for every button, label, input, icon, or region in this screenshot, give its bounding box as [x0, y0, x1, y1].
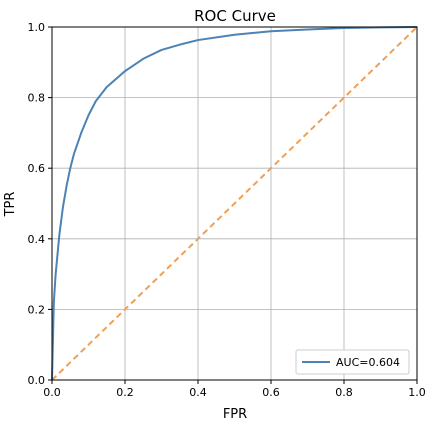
x-tick-label: 0.4: [189, 386, 207, 399]
y-tick-label: 0.8: [28, 92, 46, 105]
y-tick-label: 0.2: [28, 303, 46, 316]
chance-diagonal-line: [51, 26, 418, 381]
x-axis-label: FPR: [223, 407, 247, 422]
x-tick-label: 0.2: [116, 386, 134, 399]
y-tick-label: 1.0: [28, 21, 46, 34]
legend-box: [295, 349, 410, 375]
plot-frame: [51, 26, 418, 381]
y-tick-label: 0.6: [28, 162, 46, 175]
legend-label: AUC=0.604: [336, 356, 400, 369]
roc-curve-line: [51, 26, 418, 381]
y-axis-label: TPR: [3, 192, 18, 218]
x-tick-label: 0.0: [43, 386, 61, 399]
y-tick-label: 0.0: [28, 374, 46, 387]
x-tick-label: 0.6: [262, 386, 280, 399]
legend: AUC=0.604: [295, 349, 410, 375]
x-tick-label: 0.8: [335, 386, 353, 399]
x-tick-label: 1.0: [408, 386, 426, 399]
axes-layer: 0.0 0.2 0.4 0.6 0.8 1.0 0.0 0.2 0.4 0.6 0.8 1.0: [28, 21, 426, 399]
chart-title: ROC Curve: [194, 7, 276, 25]
series-layer: [51, 26, 418, 381]
y-tick-label: 0.4: [28, 233, 46, 246]
